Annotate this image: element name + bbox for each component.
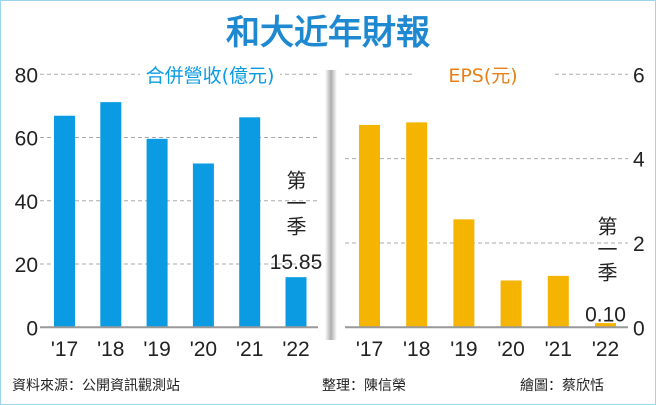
y-tick-label: 0: [633, 317, 645, 340]
bar-18: [406, 122, 428, 328]
revenue-annotation-label: 第一季: [283, 170, 307, 239]
panel-divider: [325, 70, 337, 340]
main-title: 和大近年財報: [226, 13, 430, 53]
footer-artist: 繪圖：蔡欣恬: [520, 377, 604, 394]
annotation-value: 15.85: [270, 251, 323, 274]
title-backing: [140, 64, 280, 86]
bar-17: [54, 115, 75, 328]
x-tick-label: '20: [497, 338, 524, 361]
bar-20: [500, 280, 522, 328]
bar-17: [359, 124, 380, 328]
bar-19: [453, 219, 475, 328]
footer-editor: 整理：陳信榮: [322, 378, 406, 394]
x-tick-label: '19: [450, 338, 477, 361]
footer-source: 資料來源：公開資訊觀測站: [12, 378, 180, 394]
x-tick-label: '21: [545, 338, 572, 361]
y-tick-label: 40: [15, 191, 38, 214]
x-tick-label: '18: [403, 338, 430, 361]
x-tick-label: '21: [236, 338, 263, 361]
y-tick-label: 80: [15, 64, 38, 87]
bar-20: [192, 163, 214, 328]
y-tick-label: 60: [15, 128, 38, 151]
bar-18: [100, 102, 122, 328]
bar-19: [146, 138, 168, 328]
x-tick-label: '17: [51, 338, 78, 361]
x-tick-label: '22: [592, 338, 619, 361]
title-backing: [413, 64, 553, 86]
eps-chart: 0 2 4 6 EPS(元) '17 '18 '19 '20 '21 '22 0.10: [345, 64, 645, 361]
x-tick-label: '18: [97, 338, 124, 361]
y-tick-label: 2: [633, 233, 645, 256]
y-tick-label: 0: [26, 317, 38, 340]
y-tick-label: 20: [15, 254, 38, 277]
x-tick-label: '20: [190, 338, 217, 361]
bar-22: [595, 323, 616, 328]
annotation-value: 0.10: [585, 303, 626, 326]
y-tick-label: 6: [633, 64, 645, 87]
y-tick-label: 4: [633, 149, 645, 172]
bar-21: [239, 117, 261, 328]
eps-chart-title: EPS(元): [448, 65, 517, 87]
revenue-chart: 0 20 40 60 80 合併營收(億元) '17 '18 '19 '20 '21 '22 15.85: [15, 64, 323, 361]
bar-22: [285, 277, 307, 328]
revenue-chart-title: 合併營收(億元): [146, 65, 275, 87]
x-tick-label: '22: [282, 338, 309, 361]
bar-21: [547, 275, 569, 328]
x-tick-label: '17: [356, 338, 383, 361]
x-tick-label: '19: [143, 338, 170, 361]
eps-annotation-label: 第一季: [594, 216, 618, 285]
